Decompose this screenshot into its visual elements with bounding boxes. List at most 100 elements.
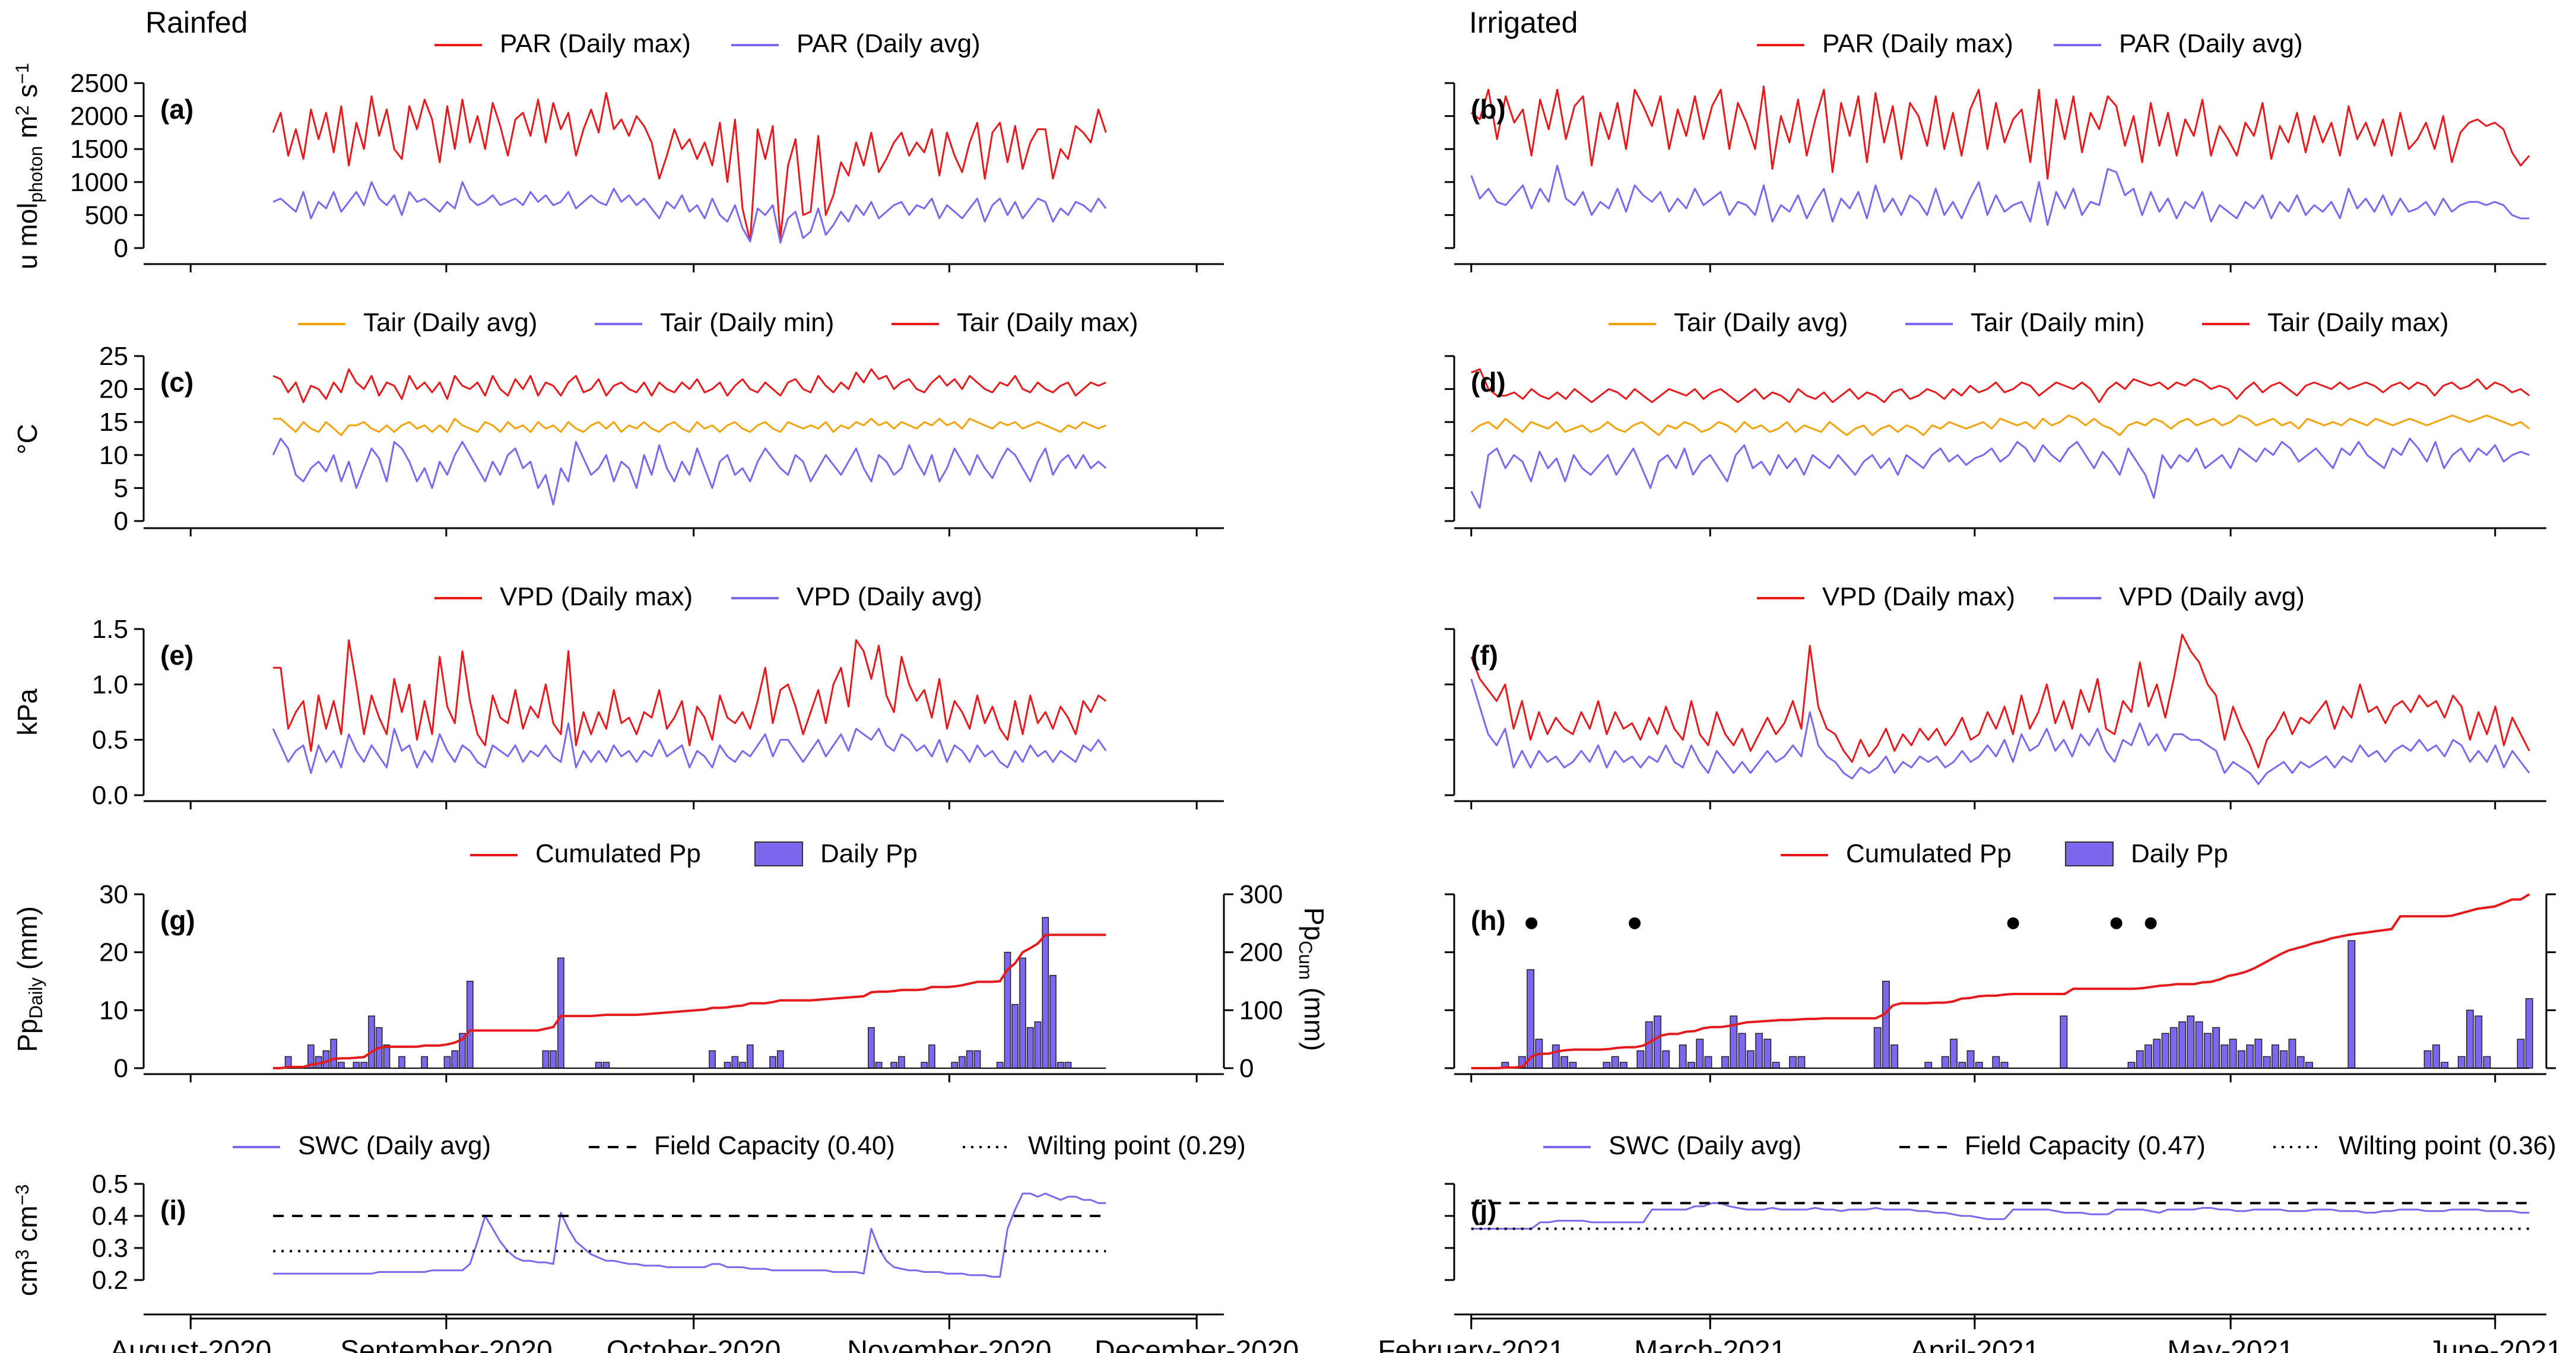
legend-label: SWC (Daily avg) — [1609, 1131, 1801, 1160]
daily-pp-bar — [1696, 1038, 1704, 1069]
y-tick-label: 2000 — [70, 102, 128, 131]
y-label-swc-part: cm — [12, 1205, 43, 1249]
legend-label: Tair (Daily avg) — [363, 308, 537, 337]
panel-label-e: (e) — [160, 640, 193, 671]
x-tick-label: April-2021 — [1909, 1335, 2039, 1353]
series-line — [272, 181, 1107, 244]
daily-pp-bar — [1704, 1056, 1712, 1069]
daily-pp-bar — [2144, 1044, 2152, 1069]
daily-pp-bar — [360, 1062, 368, 1069]
y-tick-label: 0.5 — [92, 1170, 128, 1199]
daily-pp-bar — [1064, 1062, 1072, 1069]
y-label-vpd-part: kPa — [12, 688, 43, 736]
x-tick-label: June-2021 — [2428, 1335, 2562, 1353]
legend-label: Field Capacity (0.40) — [654, 1131, 895, 1160]
irrigation-marker — [2007, 917, 2019, 929]
daily-pp-bar — [2187, 1015, 2195, 1069]
legend-label: Wilting point (0.29) — [1028, 1131, 1246, 1160]
y-tick-label: 1.5 — [92, 615, 128, 644]
y-label-pp-cum-part: Cum — [1295, 941, 1316, 980]
y2-tick-label: 100 — [1239, 996, 1283, 1025]
panel-label-d: (d) — [1471, 367, 1506, 398]
legend-label: PAR (Daily avg) — [797, 29, 981, 58]
daily-pp-bar — [602, 1062, 610, 1069]
daily-pp-bar — [1026, 1027, 1034, 1069]
irrigation-marker — [2144, 917, 2157, 929]
y-tick-label: 1000 — [70, 168, 128, 197]
irrigation-marker — [1629, 917, 1641, 929]
daily-pp-bar — [1527, 969, 1535, 1069]
y-tick-label: 20 — [99, 938, 128, 967]
series-line — [272, 92, 1107, 243]
panel-a — [134, 44, 1224, 272]
y-label-swc-part: cm — [12, 1260, 43, 1296]
y-label-tair: °C — [12, 424, 43, 455]
daily-pp-bar — [1654, 1015, 1661, 1069]
daily-pp-bar — [1569, 1062, 1577, 1069]
series-line — [273, 1192, 1106, 1278]
daily-pp-bar — [1011, 1003, 1019, 1069]
daily-pp-bar — [557, 957, 564, 1069]
legend-label: Tair (Daily min) — [660, 308, 834, 337]
legend-label: Tair (Daily max) — [957, 308, 1138, 337]
legend-label: VPD (Daily max) — [500, 582, 693, 611]
daily-pp-bar — [2288, 1038, 2296, 1069]
y-label-pp-daily-part: Pp — [12, 1019, 43, 1052]
daily-pp-bar — [1611, 1056, 1619, 1069]
daily-pp-bar — [1662, 1050, 1670, 1069]
daily-pp-bar — [338, 1062, 345, 1069]
daily-pp-bar — [595, 1062, 602, 1069]
series-line — [272, 722, 1107, 774]
daily-pp-bar — [2169, 1027, 2178, 1069]
daily-pp-bar — [898, 1056, 905, 1069]
y-tick-label: 0.3 — [92, 1234, 128, 1263]
y-label-pp-cum-part: (mm) — [1299, 980, 1330, 1051]
daily-pp-bar — [2271, 1044, 2279, 1069]
y-label-pp-cum: PpCum (mm) — [1295, 907, 1330, 1051]
daily-pp-bar — [398, 1056, 405, 1069]
daily-pp-bar — [466, 980, 474, 1069]
legend-label-cumulated: Cumulated Pp — [1846, 839, 2012, 868]
daily-pp-bar — [2229, 1038, 2237, 1069]
daily-pp-bar — [2483, 1056, 2491, 1069]
y-tick-label: 0 — [114, 234, 128, 263]
daily-pp-bar — [1772, 1062, 1780, 1069]
daily-pp-bar — [1763, 1038, 1772, 1069]
daily-pp-bar — [1941, 1056, 1949, 1069]
daily-pp-bar — [322, 1050, 330, 1069]
daily-pp-bar — [1042, 917, 1049, 1069]
daily-pp-bar — [868, 1027, 875, 1069]
y-label-swc-part: −3 — [12, 1184, 33, 1206]
daily-pp-bar — [776, 1050, 784, 1069]
y-tick-label: 0.0 — [92, 781, 128, 810]
x-tick-label: September-2020 — [340, 1335, 553, 1353]
panel-e — [134, 597, 1224, 809]
daily-pp-bar — [769, 1056, 776, 1069]
daily-pp-bar — [1636, 1050, 1645, 1069]
daily-pp-bar — [2136, 1050, 2144, 1069]
y-tick-label: 2500 — [70, 69, 128, 98]
daily-pp-bar — [1958, 1062, 1966, 1069]
daily-pp-bar — [2347, 940, 2356, 1069]
panel-label-j: (j) — [1471, 1195, 1496, 1225]
y-tick-label: 10 — [99, 441, 128, 470]
daily-pp-bar — [2441, 1062, 2449, 1069]
daily-pp-bar — [928, 1044, 935, 1069]
column-title-irrigated: Irrigated — [1469, 6, 1578, 39]
daily-pp-bar — [1746, 1050, 1755, 1069]
daily-pp-bar — [2254, 1038, 2263, 1069]
daily-pp-bar — [2237, 1050, 2245, 1069]
daily-pp-bar — [709, 1050, 716, 1069]
legend-box-daily — [2065, 841, 2114, 866]
y-tick-label: 0.5 — [92, 726, 128, 755]
daily-pp-bar — [2220, 1044, 2229, 1069]
series-line — [1470, 414, 2530, 436]
series-line — [1470, 85, 2530, 180]
daily-pp-bar — [550, 1050, 557, 1069]
daily-pp-bar — [1975, 1062, 1983, 1069]
panel-g — [134, 841, 1233, 1082]
daily-pp-bar — [2195, 1021, 2203, 1069]
daily-pp-bar — [368, 1015, 375, 1069]
y-tick-label: 5 — [114, 474, 128, 503]
